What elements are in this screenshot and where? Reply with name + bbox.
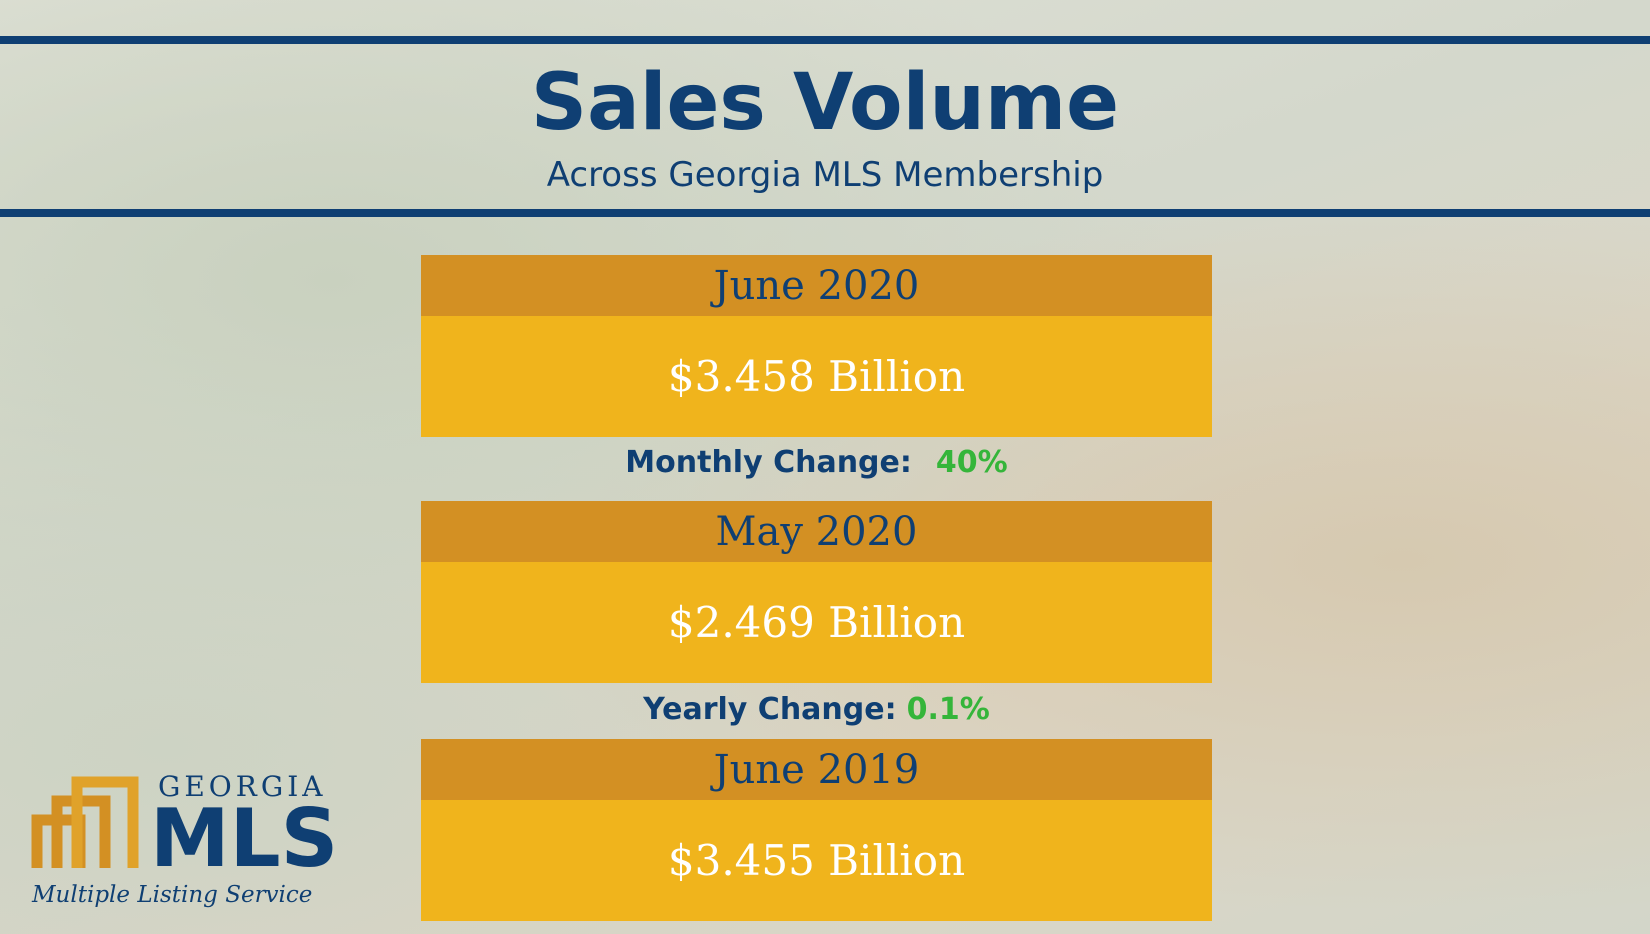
logo-brand: GEORGIA bbox=[158, 770, 327, 803]
logo-mark bbox=[31, 776, 139, 868]
change-label: Monthly Change: bbox=[625, 445, 912, 480]
change-value: 0.1% bbox=[906, 692, 990, 727]
panel-label: June 2020 bbox=[421, 255, 1212, 316]
logo: GEORGIA MLS Multiple Listing Service bbox=[31, 770, 338, 908]
panel-label: June 2019 bbox=[421, 739, 1212, 800]
subtitle: Across Georgia MLS Membership bbox=[546, 155, 1104, 195]
change: Monthly Change: 40% bbox=[421, 445, 1212, 480]
panel-value: $3.455 Billion bbox=[421, 800, 1212, 921]
change: Yearly Change: 0.1% bbox=[421, 692, 1212, 727]
panel-label: May 2020 bbox=[421, 501, 1212, 562]
bottom-rule bbox=[0, 209, 1650, 217]
panel-value: $3.458 Billion bbox=[421, 316, 1212, 437]
panel-value: $2.469 Billion bbox=[421, 562, 1212, 683]
change-label: Yearly Change: bbox=[643, 692, 897, 727]
logo-tagline: Multiple Listing Service bbox=[31, 882, 312, 908]
logo-name: MLS bbox=[150, 792, 338, 885]
top-rule bbox=[0, 36, 1650, 44]
title: Sales Volume bbox=[530, 58, 1120, 148]
change-value: 40% bbox=[935, 445, 1008, 480]
